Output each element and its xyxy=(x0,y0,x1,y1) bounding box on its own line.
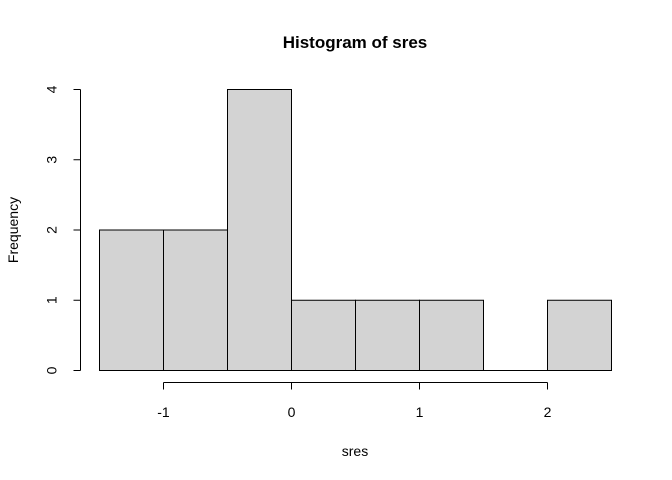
x-tick-label-2: 1 xyxy=(416,404,424,420)
x-tick-label-1: 0 xyxy=(288,404,296,420)
x-axis: -1 0 1 2 xyxy=(157,382,552,420)
y-axis: 0 1 2 3 4 xyxy=(44,85,81,374)
histogram-bar-3 xyxy=(291,299,356,371)
y-tick-label-3: 3 xyxy=(44,156,60,164)
bars-group xyxy=(99,89,612,371)
x-tick-label-3: 2 xyxy=(544,404,552,420)
histogram-bar-7 xyxy=(547,299,612,371)
y-axis-label: Frequency xyxy=(5,197,21,263)
histogram-bar-0 xyxy=(99,229,164,371)
x-tick-label-0: -1 xyxy=(157,404,170,420)
y-tick-label-0: 0 xyxy=(44,366,60,374)
y-tick-label-1: 1 xyxy=(44,296,60,304)
histogram-bar-4 xyxy=(355,299,420,371)
histogram-bar-5 xyxy=(419,299,484,371)
x-axis-label: sres xyxy=(342,443,368,459)
chart-title: Histogram of sres xyxy=(283,33,428,52)
y-tick-label-4: 4 xyxy=(44,85,60,93)
histogram-bar-2 xyxy=(227,89,292,371)
histogram-bar-1 xyxy=(163,229,228,371)
y-tick-label-2: 2 xyxy=(44,226,60,234)
